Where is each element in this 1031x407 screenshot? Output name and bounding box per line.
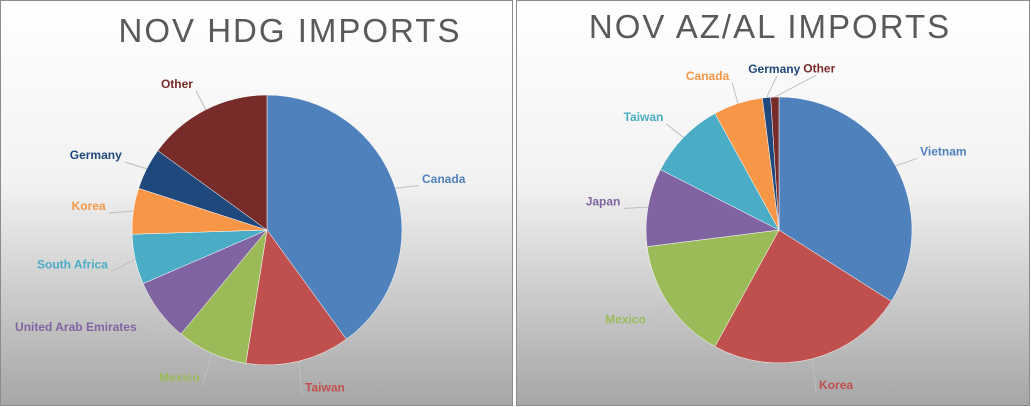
leader-line xyxy=(731,82,739,104)
leader-line xyxy=(766,75,778,98)
pie-slice xyxy=(245,229,347,366)
slice-label: Vietnam xyxy=(920,145,966,159)
pie-slice xyxy=(646,229,780,347)
slice-label: Korea xyxy=(819,378,853,392)
pie-slice xyxy=(660,113,780,231)
pie-slice xyxy=(714,229,892,364)
leader-line xyxy=(666,123,684,138)
slice-label: Germany xyxy=(748,62,800,76)
leader-line xyxy=(623,206,649,209)
chart-title: NOV AZ/AL IMPORTS xyxy=(589,8,951,45)
leader-line xyxy=(774,74,817,98)
leader-line xyxy=(298,361,303,395)
slice-label: United Arab Emirates xyxy=(15,320,137,334)
leader-line xyxy=(124,161,147,170)
chart-title: NOV HDG IMPORTS xyxy=(119,12,462,49)
slice-label: Canada xyxy=(422,172,466,186)
slice-label: Mexico xyxy=(159,371,200,385)
pie-slice xyxy=(157,94,268,231)
leader-line xyxy=(895,157,918,167)
leader-line xyxy=(202,352,212,385)
leader-line xyxy=(648,304,670,327)
slice-label: Mexico xyxy=(605,313,646,327)
leader-line xyxy=(195,90,207,110)
slice-label: Other xyxy=(803,61,835,75)
slice-label: Taiwan xyxy=(305,381,345,395)
slice-label: Japan xyxy=(586,194,621,208)
slice-label: Germany xyxy=(70,148,122,162)
leader-line xyxy=(139,310,160,335)
slice-label: South Africa xyxy=(37,258,108,272)
pie-slice xyxy=(266,94,403,340)
slice-label: Korea xyxy=(72,199,106,213)
slice-label: Taiwan xyxy=(624,110,664,124)
slice-label: Canada xyxy=(686,69,730,83)
leader-line xyxy=(108,210,134,214)
pie-slice xyxy=(645,169,780,247)
leader-line xyxy=(811,358,817,393)
slice-label: Other xyxy=(161,77,193,91)
leader-line xyxy=(395,185,420,189)
leader-line xyxy=(110,259,136,273)
